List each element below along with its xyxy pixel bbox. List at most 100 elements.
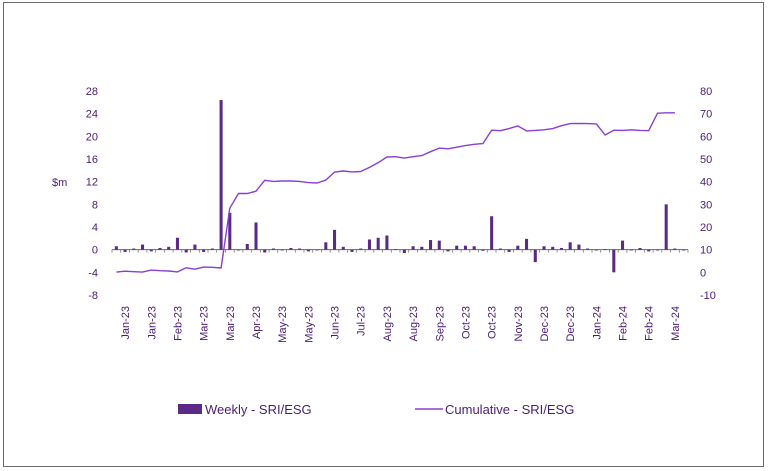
weekly-bar <box>193 244 197 250</box>
y-right-tick-label: -10 <box>700 290 716 302</box>
x-tick-label: Dec-23 <box>539 306 551 341</box>
weekly-bar <box>612 249 616 273</box>
weekly-bar <box>175 237 179 250</box>
weekly-bar <box>237 249 241 251</box>
weekly-bar <box>525 238 529 250</box>
weekly-bar <box>568 242 572 250</box>
weekly-bar <box>306 249 310 252</box>
weekly-bar <box>559 247 563 250</box>
weekly-bar <box>202 249 206 252</box>
x-tick-label: Oct-23 <box>487 306 499 339</box>
weekly-bar <box>507 249 511 252</box>
weekly-bar <box>621 240 625 250</box>
y-left-tick-label: 28 <box>86 86 98 98</box>
y-right-tick-label: 70 <box>700 109 712 121</box>
weekly-bar <box>638 247 642 250</box>
weekly-bar <box>263 249 267 253</box>
y-left-tick-label: -8 <box>88 290 98 302</box>
weekly-bar <box>184 249 188 253</box>
weekly-bar <box>437 240 441 250</box>
weekly-bar <box>586 248 590 250</box>
y-right-tick-label: 60 <box>700 131 712 143</box>
y-left-tick-label: 8 <box>92 199 98 211</box>
weekly-bar <box>210 248 214 250</box>
y-left-tick-label: 0 <box>92 245 98 257</box>
x-tick-label: Mar-24 <box>670 306 682 341</box>
legend-bar-label: Weekly - SRI/ESG <box>205 402 312 417</box>
weekly-bar <box>629 249 633 251</box>
weekly-bar <box>551 246 555 250</box>
weekly-bar <box>542 246 546 250</box>
weekly-bar <box>463 245 467 250</box>
y-left-tick-label: -4 <box>88 267 98 279</box>
weekly-bar <box>341 246 345 250</box>
weekly-bar <box>114 246 118 250</box>
weekly-bar <box>359 248 363 250</box>
weekly-bars <box>114 100 686 273</box>
y-right-tick-label: 80 <box>700 86 712 98</box>
weekly-bar <box>498 248 502 250</box>
y-right-tick-label: 0 <box>700 267 706 279</box>
x-tick-label: Jan-24 <box>591 306 603 340</box>
weekly-bar <box>594 249 598 251</box>
x-tick-label: May-23 <box>277 306 289 343</box>
weekly-bar <box>333 229 337 250</box>
cumulative-line <box>116 112 675 273</box>
weekly-bar <box>132 248 136 250</box>
x-tick-label: Feb-24 <box>644 306 656 341</box>
x-tick-label: Oct-23 <box>460 306 472 339</box>
weekly-bar <box>577 244 581 250</box>
weekly-bar <box>516 245 520 250</box>
weekly-bar <box>385 235 389 250</box>
weekly-bar <box>455 245 459 250</box>
y-right-tick-label: 30 <box>700 199 712 211</box>
weekly-bar <box>271 248 275 250</box>
weekly-bar <box>420 246 424 250</box>
y-right-tick-label: 50 <box>700 154 712 166</box>
x-tick-label: Jul-23 <box>356 306 368 336</box>
x-tick-label: Apr-23 <box>251 306 263 339</box>
x-tick-label: Sep-23 <box>434 306 446 341</box>
weekly-bar <box>245 244 249 250</box>
weekly-bar <box>533 249 537 263</box>
weekly-bar <box>219 100 223 250</box>
x-tick-label: Aug-23 <box>408 306 420 341</box>
y-right-tick-label: 10 <box>700 245 712 257</box>
cumulative-series-line <box>116 112 675 273</box>
x-tick-label: Feb-24 <box>618 306 630 341</box>
weekly-bar <box>298 248 302 250</box>
weekly-bar <box>664 204 668 250</box>
weekly-bar <box>481 249 485 251</box>
legend-bar-swatch <box>178 404 202 414</box>
legend-line-label: Cumulative - SRI/ESG <box>445 402 574 417</box>
weekly-bar <box>167 246 171 250</box>
y-axis-title: $m <box>52 177 67 189</box>
weekly-bar <box>254 222 258 250</box>
weekly-bar <box>141 244 145 250</box>
weekly-bar <box>315 249 319 251</box>
weekly-bar <box>149 249 153 252</box>
chart-frame <box>3 2 764 467</box>
weekly-bar <box>402 249 406 254</box>
weekly-bar <box>324 242 328 250</box>
y-right-tick-label: 40 <box>700 177 712 189</box>
weekly-bar <box>350 249 354 252</box>
weekly-bar <box>682 249 686 251</box>
y-right-tick-label: 20 <box>700 222 712 234</box>
x-tick-label: May-23 <box>303 306 315 343</box>
weekly-bar <box>446 249 450 252</box>
weekly-bar <box>376 237 380 250</box>
x-tick-label: Jan-23 <box>120 306 132 340</box>
weekly-bar <box>367 239 371 250</box>
y-left-tick-label: 12 <box>86 177 98 189</box>
weekly-bar <box>394 249 398 250</box>
y-left-tick-label: 20 <box>86 131 98 143</box>
x-tick-label: Mar-23 <box>199 306 211 341</box>
weekly-bar <box>289 247 293 250</box>
legend: Weekly - SRI/ESG Cumulative - SRI/ESG <box>178 402 574 417</box>
weekly-bar <box>603 249 607 250</box>
weekly-bar <box>429 240 433 250</box>
weekly-bar <box>123 249 127 252</box>
weekly-bar <box>490 216 494 250</box>
